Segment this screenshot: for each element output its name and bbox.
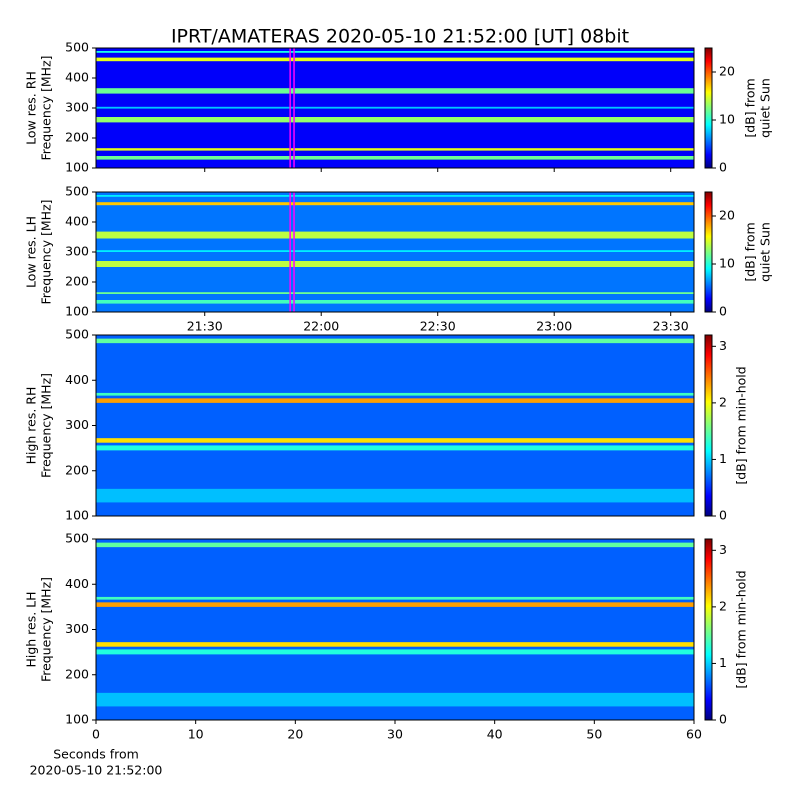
colorbar-tick-label: 2: [719, 394, 727, 409]
colorbar-tick-label: 1: [719, 451, 727, 466]
y-tick-label: 300: [65, 100, 89, 115]
x-tick-label: 21:30: [187, 319, 223, 334]
x-tick-label: 22:30: [420, 319, 456, 334]
y-tick-label: 100: [65, 508, 89, 523]
heatmap-band: [96, 438, 694, 443]
heatmap-band: [96, 117, 694, 123]
x-tick-label: 23:30: [653, 319, 689, 334]
heatmap-band: [96, 445, 694, 451]
heatmap-band: [96, 148, 694, 151]
y-tick-label: 400: [65, 576, 89, 591]
colorbar-tick-label: 20: [719, 64, 735, 79]
colorbar-tick-label: 0: [719, 508, 727, 523]
heatmap-band: [96, 88, 694, 94]
figure-title: IPRT/AMATERAS 2020-05-10 21:52:00 [UT] 0…: [171, 26, 629, 48]
heatmap-band: [96, 398, 694, 403]
colorbar-tick-label: 1: [719, 655, 727, 670]
heatmap-band: [96, 261, 694, 267]
heatmap-band: [96, 642, 694, 647]
colorbar-tick-label: 2: [719, 598, 727, 613]
colorbar-label: [dB] from: [743, 78, 758, 137]
y-tick-label: 300: [65, 621, 89, 636]
heatmap-band: [96, 57, 694, 62]
heatmap-band: [96, 51, 694, 53]
y-tick-label: 400: [65, 70, 89, 85]
heatmap-band: [96, 231, 694, 239]
colorbar-label: [dB] from: [743, 222, 758, 281]
colorbar-tick-label: 3: [719, 542, 727, 557]
colorbar-tick-label: 10: [719, 112, 735, 127]
y-tick-label: 500: [65, 327, 89, 342]
heatmap-band: [96, 202, 694, 206]
x-tick-label: 10: [188, 727, 204, 742]
x-tick-label: 20: [287, 727, 303, 742]
colorbar-label: quiet Sun: [758, 222, 773, 282]
y-axis-label: Frequency [MHz]: [39, 577, 54, 682]
x-tick-label: 22:00: [303, 319, 339, 334]
y-tick-label: 500: [65, 184, 89, 199]
heatmap-background: [96, 335, 694, 516]
y-tick-label: 200: [65, 274, 89, 289]
heatmap-band: [96, 250, 694, 252]
x-axis-label: Seconds from: [53, 747, 139, 762]
colorbar: [704, 191, 713, 313]
heatmap-band: [96, 692, 694, 707]
colorbar-tick-label: 0: [719, 304, 727, 319]
colorbar-label: [dB] from min-hold: [734, 570, 749, 688]
heatmap-band: [96, 195, 694, 197]
y-axis-label: Low res. LH: [24, 216, 39, 288]
y-axis-label: Low res. RH: [24, 71, 39, 145]
x-tick-label: 40: [487, 727, 503, 742]
colorbar-tick-label: 3: [719, 338, 727, 353]
y-axis-label: High res. LH: [24, 591, 39, 667]
colorbar: [704, 334, 713, 517]
y-tick-label: 300: [65, 244, 89, 259]
x-tick-label: 50: [586, 727, 602, 742]
y-axis-label: Frequency [MHz]: [39, 55, 54, 160]
y-tick-label: 500: [65, 40, 89, 55]
colorbar-tick-label: 0: [719, 160, 727, 175]
heatmap-band: [96, 488, 694, 503]
colorbar-tick-label: 20: [719, 208, 735, 223]
x-axis-label: 2020-05-10 21:52:00: [30, 763, 163, 778]
colorbar-label: [dB] from min-hold: [734, 366, 749, 484]
heatmap-background: [96, 539, 694, 720]
heatmap-band: [96, 156, 694, 160]
x-tick-label: 30: [387, 727, 403, 742]
heatmap-band: [96, 392, 694, 396]
heatmap-band: [96, 292, 694, 294]
y-tick-label: 400: [65, 214, 89, 229]
y-tick-label: 500: [65, 531, 89, 546]
heatmap-band: [96, 602, 694, 607]
y-axis-label: Frequency [MHz]: [39, 373, 54, 478]
colorbar: [704, 538, 713, 721]
y-tick-label: 100: [65, 160, 89, 175]
heatmap-band: [96, 338, 694, 344]
x-tick-label: 23:00: [536, 319, 572, 334]
y-axis-label: Frequency [MHz]: [39, 199, 54, 304]
heatmap-band: [96, 596, 694, 600]
heatmap-band: [96, 106, 694, 109]
colorbar: [704, 47, 713, 169]
y-tick-label: 200: [65, 666, 89, 681]
y-tick-label: 100: [65, 712, 89, 727]
heatmap-band: [96, 300, 694, 304]
y-tick-label: 200: [65, 130, 89, 145]
colorbar-label: quiet Sun: [758, 78, 773, 138]
y-tick-label: 400: [65, 372, 89, 387]
colorbar-tick-label: 0: [719, 712, 727, 727]
y-axis-label: High res. RH: [24, 387, 39, 465]
y-tick-label: 200: [65, 462, 89, 477]
x-tick-label: 0: [92, 727, 100, 742]
y-tick-label: 100: [65, 304, 89, 319]
heatmap-band: [96, 542, 694, 548]
heatmap-band: [96, 649, 694, 655]
colorbar-tick-label: 10: [719, 256, 735, 271]
x-tick-label: 60: [686, 727, 702, 742]
y-tick-label: 300: [65, 417, 89, 432]
